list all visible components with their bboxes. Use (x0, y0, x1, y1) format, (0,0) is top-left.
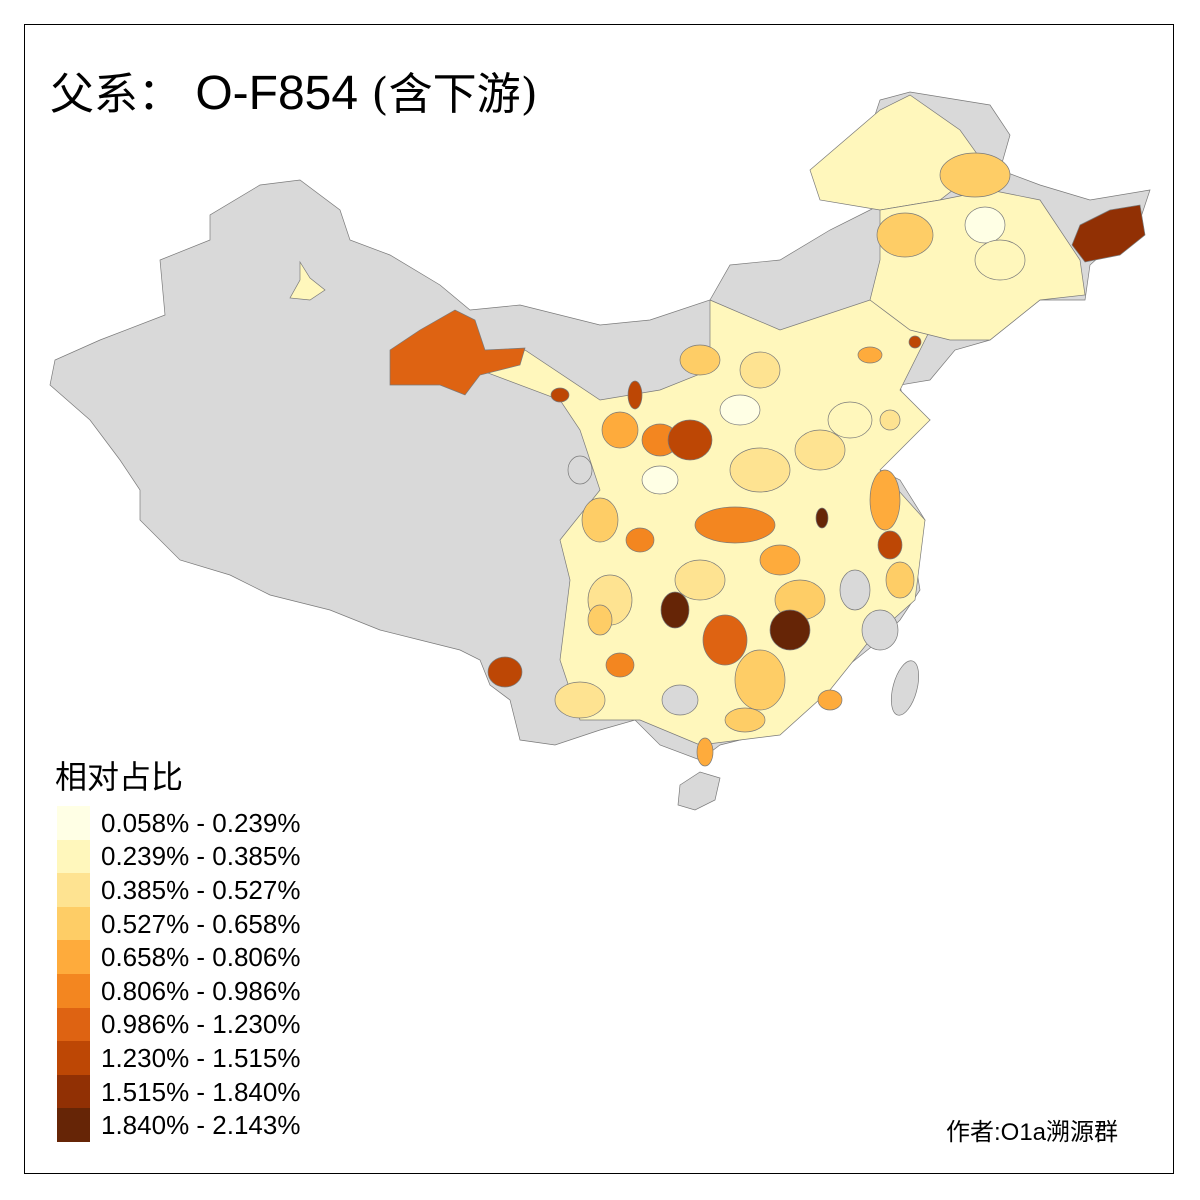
region (964, 206, 1006, 244)
region (550, 387, 570, 403)
region (759, 544, 801, 576)
legend-label: 0.986% - 1.230% (101, 1009, 301, 1040)
region (769, 609, 811, 651)
region (679, 344, 721, 376)
region (974, 239, 1026, 281)
region (601, 411, 639, 449)
legend-swatch (57, 973, 90, 1008)
region (879, 409, 901, 431)
legend-swatch (57, 1074, 90, 1109)
legend-item: 1.230% - 1.515% (57, 1041, 300, 1075)
legend-label: 1.840% - 2.143% (101, 1110, 301, 1141)
legend-swatch (57, 839, 90, 874)
legend-item: 0.527% - 0.658% (57, 906, 301, 941)
region (641, 465, 679, 495)
region (839, 569, 871, 611)
region (389, 309, 526, 396)
region (702, 614, 748, 666)
region (487, 656, 523, 688)
legend-label: 1.515% - 1.840% (101, 1076, 301, 1107)
region (869, 469, 901, 531)
region (587, 604, 613, 636)
region (861, 609, 899, 651)
region (289, 260, 326, 301)
region (627, 380, 643, 410)
legend-item: 0.058% - 0.239% (57, 806, 300, 840)
region (734, 649, 786, 711)
legend-swatch (57, 940, 90, 974)
title-suffix: (含下游) (371, 69, 538, 120)
legend-swatch (57, 806, 90, 840)
region (729, 447, 791, 493)
legend-item: 0.986% - 1.230% (57, 1007, 301, 1042)
region (581, 497, 619, 543)
legend-swatch (57, 1041, 90, 1075)
legend-item: 1.515% - 1.840% (57, 1074, 301, 1109)
region (885, 561, 915, 599)
legend-title: 相对占比 (55, 758, 184, 796)
region (554, 681, 606, 719)
region (876, 212, 934, 258)
legend-label: 0.385% - 0.527% (101, 874, 301, 905)
legend-item: 1.840% - 2.143% (57, 1108, 300, 1142)
region (605, 652, 635, 678)
taiwan (890, 660, 920, 716)
region (815, 507, 829, 529)
region (739, 351, 781, 389)
region (660, 591, 690, 629)
legend-label: 1.230% - 1.515% (101, 1042, 301, 1073)
legend-label: 0.527% - 0.658% (101, 908, 301, 939)
legend-swatch (57, 873, 90, 907)
region (877, 530, 903, 560)
legend-swatch (57, 1007, 90, 1042)
legend: 0.058% - 0.239% 0.239% - 0.385% 0.385% -… (57, 806, 300, 1142)
region (719, 394, 761, 426)
region (694, 506, 776, 544)
hainan (677, 771, 721, 811)
region (674, 559, 726, 601)
region (567, 455, 593, 485)
legend-label: 0.239% - 0.385% (101, 841, 301, 872)
map-frame (24, 24, 1174, 1174)
legend-item: 0.658% - 0.806% (57, 940, 300, 974)
region (625, 527, 655, 553)
legend-label: 0.658% - 0.806% (101, 942, 301, 973)
region (696, 737, 714, 767)
author-credit: 作者:O1a溯源群 (946, 1119, 1119, 1146)
region (908, 335, 922, 349)
region (794, 429, 846, 471)
legend-swatch (57, 1108, 90, 1142)
title-haplogroup: O-F854 (195, 67, 359, 120)
title-prefix: 父系： (50, 69, 182, 120)
legend-swatch (57, 906, 90, 941)
legend-label: 0.806% - 0.986% (101, 975, 301, 1006)
region (817, 689, 843, 711)
legend-label: 0.058% - 0.239% (101, 807, 301, 838)
region (857, 346, 883, 364)
region (667, 419, 713, 461)
legend-item: 0.239% - 0.385% (57, 839, 301, 874)
map-title: 父系： O-F854 (含下游) (50, 58, 538, 122)
region (827, 401, 873, 439)
region (724, 707, 766, 733)
legend-item: 0.385% - 0.527% (57, 873, 300, 907)
legend-item: 0.806% - 0.986% (57, 973, 301, 1008)
region (939, 152, 1011, 198)
region (1071, 204, 1146, 263)
region (661, 684, 699, 716)
